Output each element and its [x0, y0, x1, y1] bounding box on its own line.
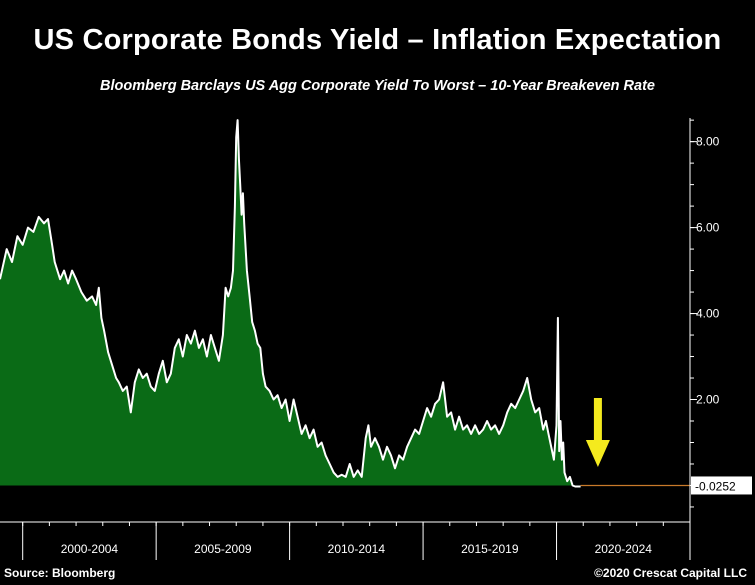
annotation-layer — [585, 398, 610, 467]
chart-subtitle: Bloomberg Barclays US Agg Corporate Yiel… — [100, 78, 655, 94]
source-note: Source: Bloomberg — [4, 566, 116, 580]
y-tick-label: 8.00 — [696, 135, 720, 149]
last-value-label: -0.0252 — [695, 479, 736, 493]
arrow-shaft — [593, 398, 602, 442]
x-tick-label: 2005-2009 — [194, 542, 252, 556]
y-tick-label: 4.00 — [696, 307, 720, 321]
series-line — [0, 119, 581, 488]
area-layer — [0, 119, 690, 488]
y-tick-label: 2.00 — [696, 393, 720, 407]
series-area — [0, 120, 581, 487]
y-axis: 2.00 4.00 6.00 8.00 -0.0252 — [689, 118, 752, 522]
x-axis: 2000-2004 2005-2009 2010-2014 2015-2019 2020… — [0, 521, 691, 560]
x-tick-label: 2020-2024 — [595, 542, 653, 556]
copyright-note: ©2020 Crescat Capital LLC — [594, 566, 747, 580]
x-tick-label: 2015-2019 — [461, 542, 519, 556]
x-tick-label: 2010-2014 — [328, 542, 386, 556]
down-arrow-icon — [585, 440, 610, 467]
chart-title: US Corporate Bonds Yield – Inflation Exp… — [33, 24, 722, 56]
x-tick-label: 2000-2004 — [61, 542, 119, 556]
y-tick-label: 6.00 — [696, 221, 720, 235]
last-value-box — [691, 476, 752, 495]
